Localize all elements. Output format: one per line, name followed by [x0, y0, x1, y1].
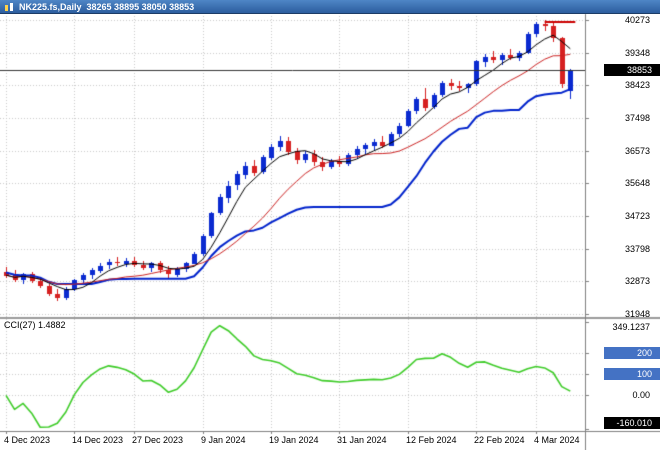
- titlebar-ohlc-values: 38265 38895 38050 38853: [86, 1, 195, 12]
- chart-titlebar[interactable]: NK225.fs,Daily 38265 38895 38050 38853: [0, 0, 660, 14]
- chart-title: NK225.fs,Daily: [19, 1, 82, 12]
- chart-icon: [4, 2, 14, 12]
